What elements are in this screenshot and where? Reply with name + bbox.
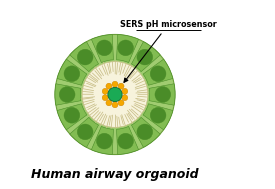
Wedge shape bbox=[55, 84, 81, 105]
Wedge shape bbox=[117, 35, 139, 63]
Text: Human airway organoid: Human airway organoid bbox=[31, 168, 199, 181]
Circle shape bbox=[64, 107, 80, 123]
Wedge shape bbox=[143, 59, 173, 85]
Circle shape bbox=[82, 62, 148, 127]
Wedge shape bbox=[70, 117, 98, 147]
Wedge shape bbox=[91, 126, 113, 154]
Circle shape bbox=[150, 107, 166, 123]
Wedge shape bbox=[57, 104, 87, 130]
Circle shape bbox=[150, 66, 166, 82]
Wedge shape bbox=[131, 42, 160, 72]
Wedge shape bbox=[91, 35, 113, 63]
Circle shape bbox=[118, 133, 133, 149]
Circle shape bbox=[102, 88, 108, 94]
Circle shape bbox=[106, 83, 112, 89]
Circle shape bbox=[118, 83, 124, 89]
Circle shape bbox=[64, 66, 80, 82]
Circle shape bbox=[137, 124, 153, 140]
Circle shape bbox=[155, 87, 171, 102]
Text: SERS pH microsensor: SERS pH microsensor bbox=[120, 20, 217, 29]
Wedge shape bbox=[143, 104, 173, 130]
Circle shape bbox=[118, 100, 124, 106]
Circle shape bbox=[108, 87, 122, 102]
Circle shape bbox=[122, 95, 128, 101]
Wedge shape bbox=[131, 117, 160, 147]
Circle shape bbox=[112, 81, 118, 87]
Circle shape bbox=[77, 124, 93, 140]
Wedge shape bbox=[70, 42, 98, 72]
Wedge shape bbox=[117, 126, 139, 154]
Circle shape bbox=[97, 133, 112, 149]
Circle shape bbox=[106, 100, 112, 106]
Wedge shape bbox=[149, 84, 175, 105]
Circle shape bbox=[97, 40, 112, 56]
Circle shape bbox=[55, 34, 175, 155]
Circle shape bbox=[137, 49, 153, 65]
Circle shape bbox=[59, 87, 75, 102]
Circle shape bbox=[112, 102, 118, 108]
Circle shape bbox=[102, 95, 108, 101]
Circle shape bbox=[77, 49, 93, 65]
Wedge shape bbox=[57, 59, 87, 85]
Circle shape bbox=[118, 40, 133, 56]
Circle shape bbox=[122, 88, 128, 94]
